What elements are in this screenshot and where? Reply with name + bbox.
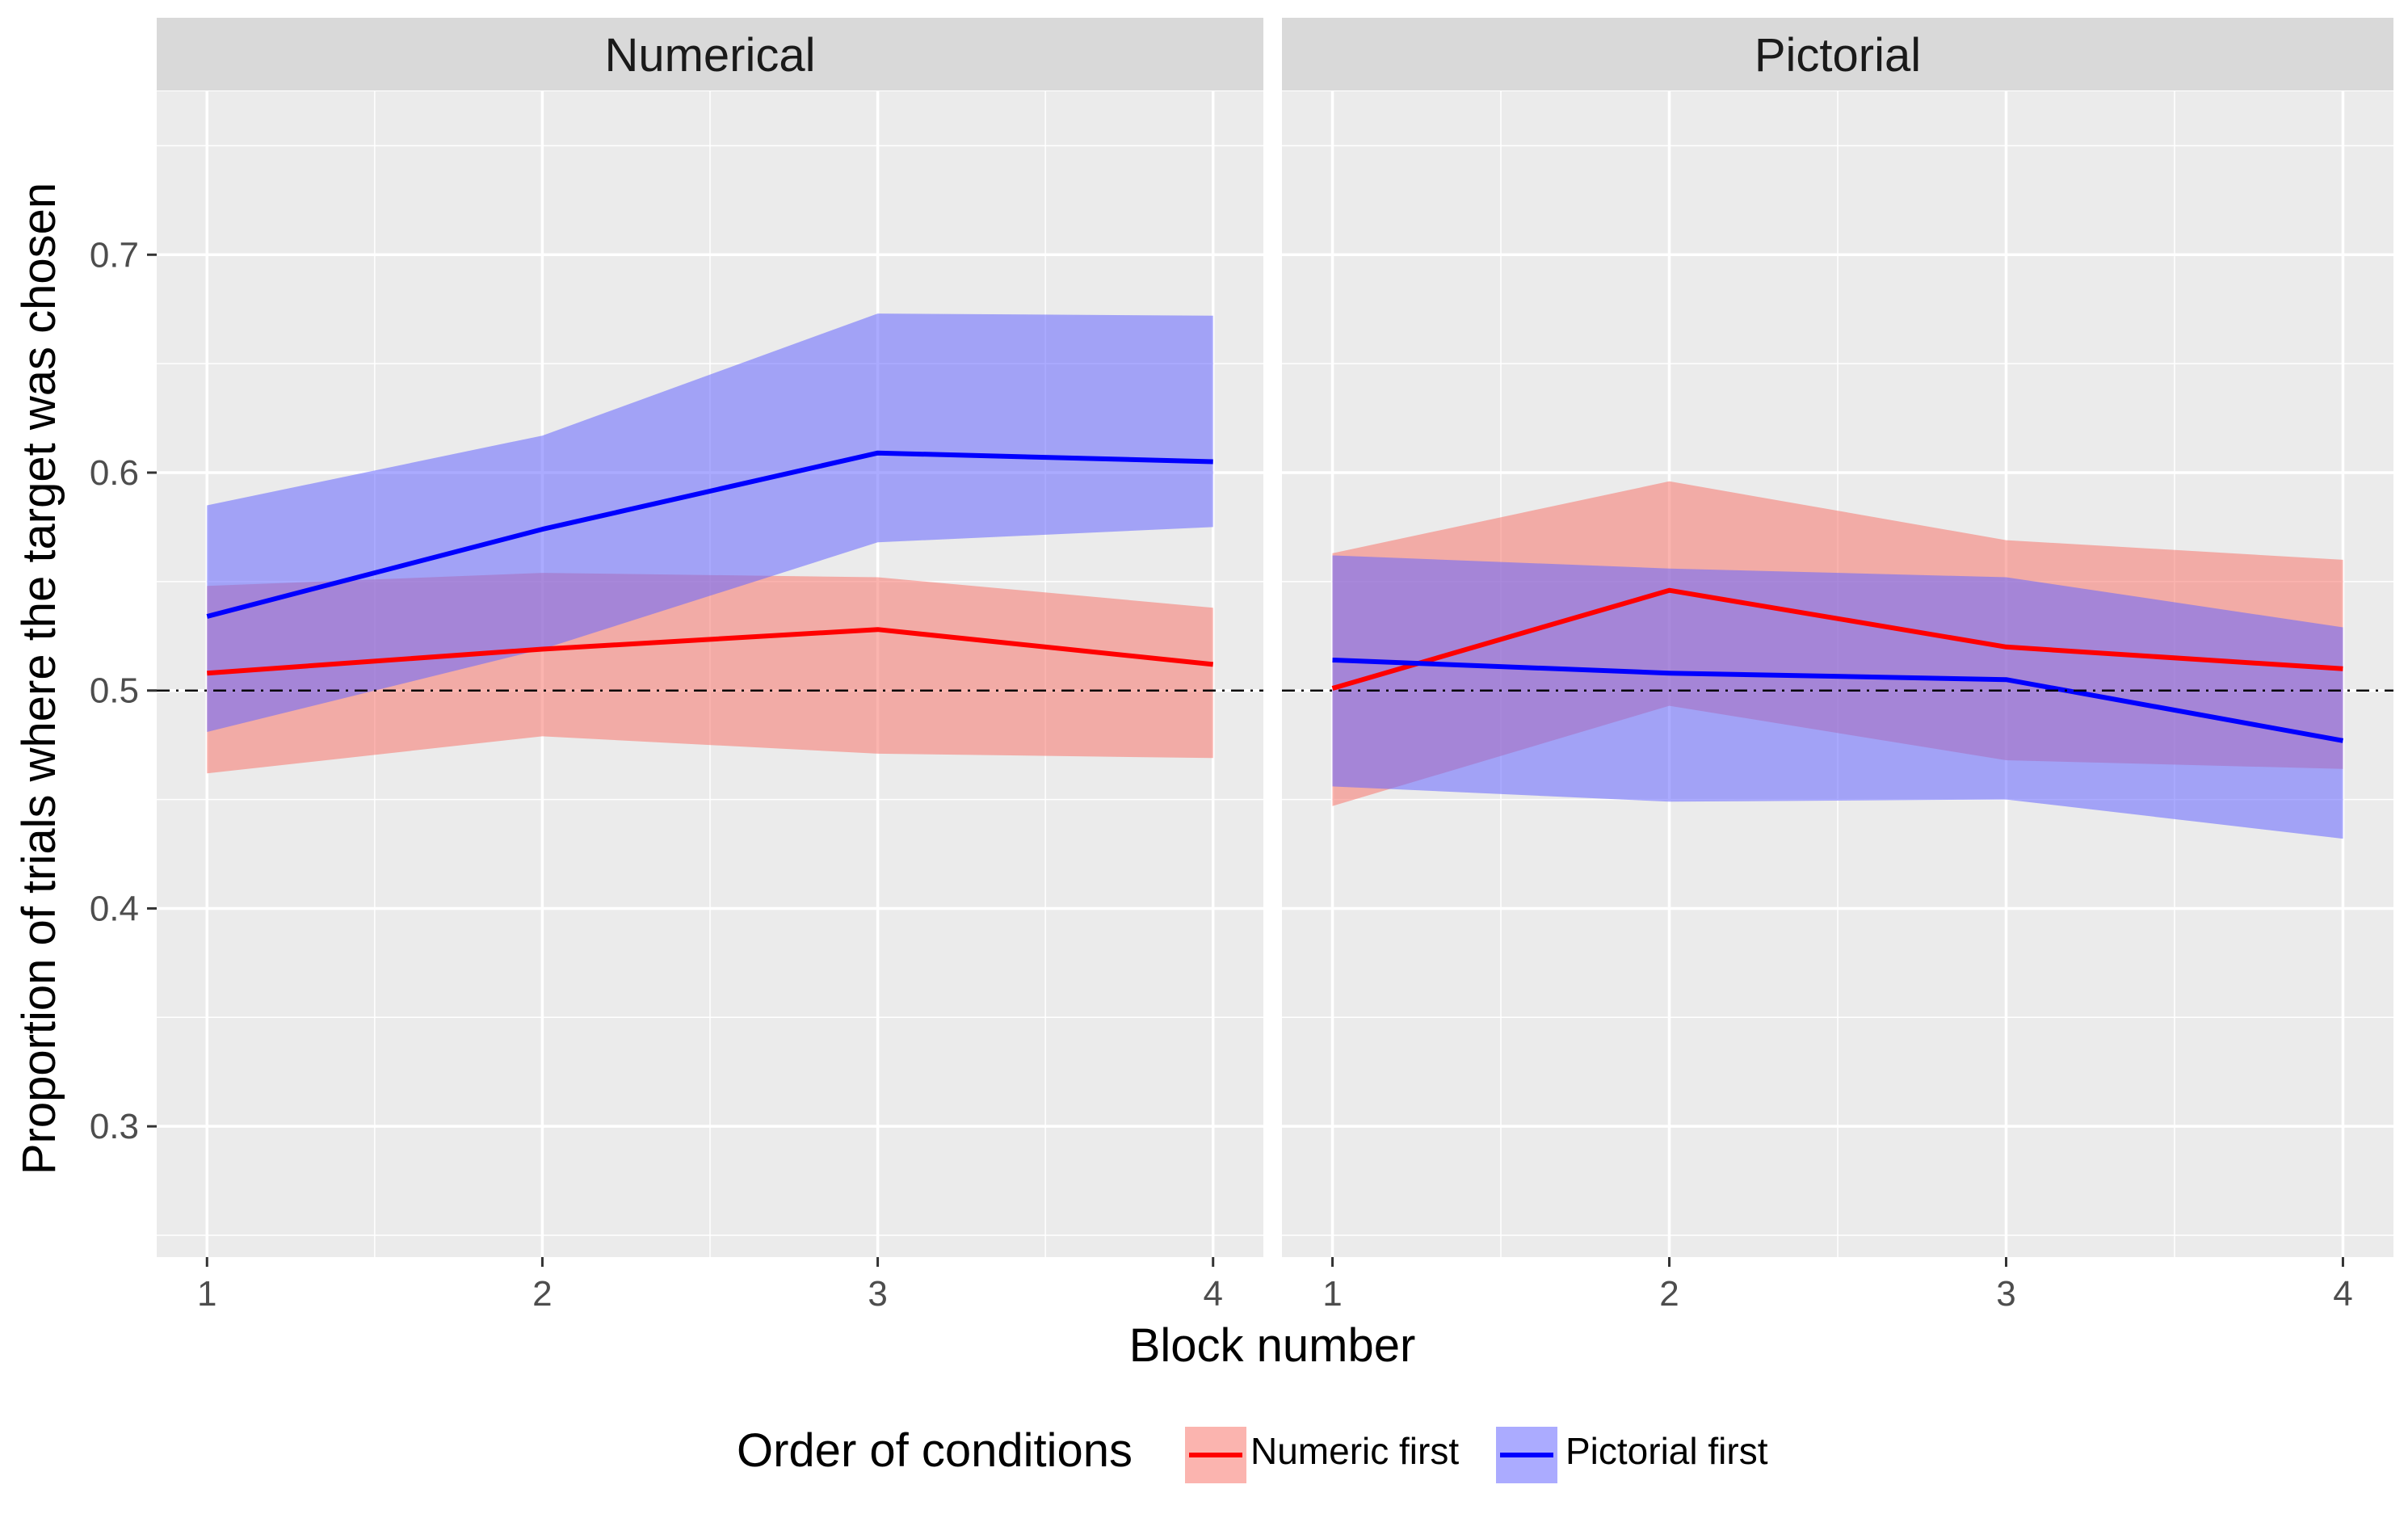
x-tick-label: 4 — [2333, 1274, 2352, 1314]
x-tick-label: 1 — [197, 1274, 216, 1314]
confidence-band-pictorial-first — [207, 313, 1213, 733]
series-line-pictorial-first — [1332, 658, 2344, 743]
y-tick-label: 0.6 — [90, 453, 139, 493]
y-tick-label: 0.5 — [90, 671, 139, 711]
legend-label-pictorial-first: Pictorial first — [1565, 1430, 1768, 1472]
confidence-band-pictorial-first — [1332, 555, 2343, 839]
legend: Order of conditions Numeric first Pictor… — [737, 1424, 1768, 1483]
panel-pictorial: Pictorial — [1282, 18, 2393, 1257]
legend-title: Order of conditions — [737, 1424, 1133, 1477]
x-axis-label: Block number — [1129, 1319, 1416, 1372]
series-line-numeric-first — [1331, 587, 2343, 691]
x-tick-label: 2 — [1659, 1274, 1679, 1314]
x-tick-label: 2 — [532, 1274, 552, 1314]
x-tick-label: 1 — [1322, 1274, 1342, 1314]
panel-numerical: Numerical — [157, 18, 1263, 1257]
y-tick-label: 0.4 — [90, 889, 139, 928]
legend-label-numeric-first: Numeric first — [1250, 1430, 1459, 1472]
series-line-pictorial-first — [206, 450, 1213, 619]
x-tick-label: 4 — [1203, 1274, 1222, 1314]
panel-strip-label: Numerical — [604, 29, 815, 82]
y-tick-label: 0.3 — [90, 1107, 139, 1146]
x-tick-label: 3 — [1996, 1274, 2015, 1314]
series-line-numeric-first — [207, 627, 1214, 676]
panel-strip-label: Pictorial — [1755, 29, 1921, 82]
panel-strip — [157, 18, 1263, 90]
y-axis-label: Proportion of trials where the target wa… — [13, 183, 65, 1175]
y-tick-label: 0.7 — [90, 235, 139, 275]
panel-strip — [1282, 18, 2393, 90]
x-tick-label: 3 — [868, 1274, 887, 1314]
